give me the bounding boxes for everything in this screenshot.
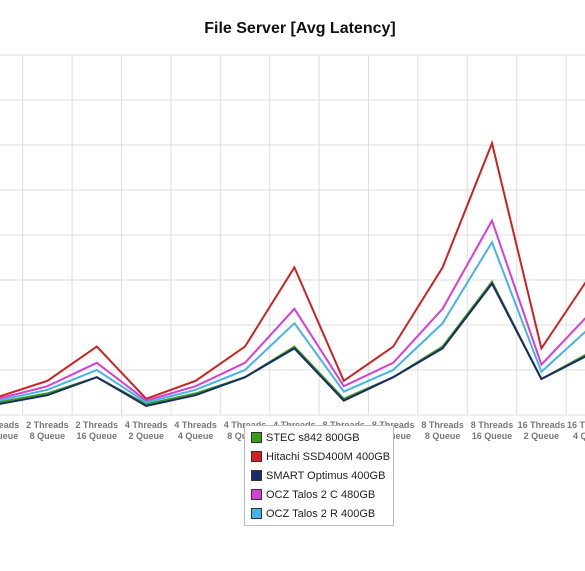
legend-label: OCZ Talos 2 C 480GB (266, 488, 376, 501)
legend-item: Hitachi SSD400M 400GB (245, 447, 393, 466)
legend-swatch (251, 508, 262, 519)
series-line-4 (0, 239, 585, 404)
series-layer (0, 139, 585, 408)
legend-label: Hitachi SSD400M 400GB (266, 450, 391, 463)
legend-item: OCZ Talos 2 R 400GB (245, 504, 393, 523)
series-line-1 (0, 139, 585, 400)
x-tick-label: 8 Threads 16 Queue (471, 420, 514, 441)
legend-item: STEC s842 800GB (245, 428, 393, 447)
legend: STEC s842 800GB Hitachi SSD400M 400GB SMAR… (244, 425, 394, 526)
legend-item: OCZ Talos 2 C 480GB (245, 485, 393, 504)
grid (0, 54, 585, 416)
x-tick-label: 16 Threads 2 Queue (518, 420, 566, 441)
legend-label: OCZ Talos 2 R 400GB (266, 507, 376, 520)
x-tick-label: 2 Threads 8 Queue (26, 420, 69, 441)
legend-swatch (251, 470, 262, 481)
x-tick-label: 4 Threads 2 Queue (125, 420, 168, 441)
series-line-2 (0, 281, 585, 408)
series-line-3 (0, 218, 585, 402)
legend-label: STEC s842 800GB (266, 431, 360, 444)
legend-swatch (251, 432, 262, 443)
chart-title: File Server [Avg Latency] (204, 20, 396, 37)
legend-label: SMART Optimus 400GB (266, 469, 386, 482)
legend-swatch (251, 451, 262, 462)
x-tick-label: 4 Threads 4 Queue (174, 420, 217, 441)
legend-swatch (251, 489, 262, 500)
series-line-0 (0, 279, 585, 406)
legend-item: SMART Optimus 400GB (245, 466, 393, 485)
x-tick-label: 2 Threads 16 Queue (76, 420, 119, 441)
x-tick-label: 8 Threads 8 Queue (421, 420, 464, 441)
